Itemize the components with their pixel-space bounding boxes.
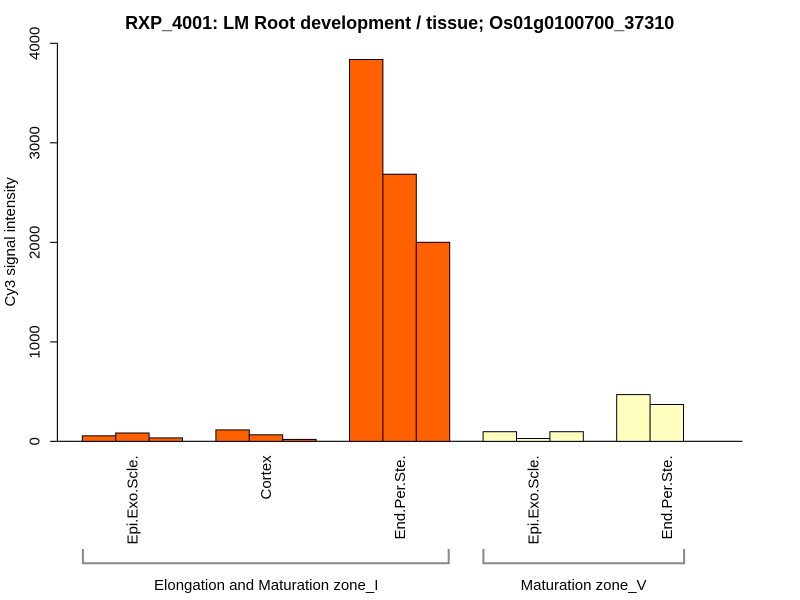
svg-text:1000: 1000 xyxy=(27,325,44,358)
svg-text:3000: 3000 xyxy=(27,126,44,159)
svg-text:Cortex: Cortex xyxy=(258,455,275,500)
svg-text:End.Per.Ste.: End.Per.Ste. xyxy=(659,455,676,539)
svg-text:End.Per.Ste.: End.Per.Ste. xyxy=(392,455,409,539)
svg-text:RXP_4001: LM Root development: RXP_4001: LM Root development / tissue; … xyxy=(125,13,674,33)
svg-text:Epi.Exo.Scle.: Epi.Exo.Scle. xyxy=(125,455,142,544)
svg-text:0: 0 xyxy=(27,437,44,445)
svg-text:Epi.Exo.Scle.: Epi.Exo.Scle. xyxy=(525,455,542,544)
svg-text:Cy3 signal intensity: Cy3 signal intensity xyxy=(2,177,19,307)
svg-text:2000: 2000 xyxy=(27,226,44,259)
svg-text:Maturation zone_V: Maturation zone_V xyxy=(521,577,647,594)
svg-text:4000: 4000 xyxy=(27,27,44,60)
svg-text:Elongation and Maturation zone: Elongation and Maturation zone_I xyxy=(154,577,378,594)
